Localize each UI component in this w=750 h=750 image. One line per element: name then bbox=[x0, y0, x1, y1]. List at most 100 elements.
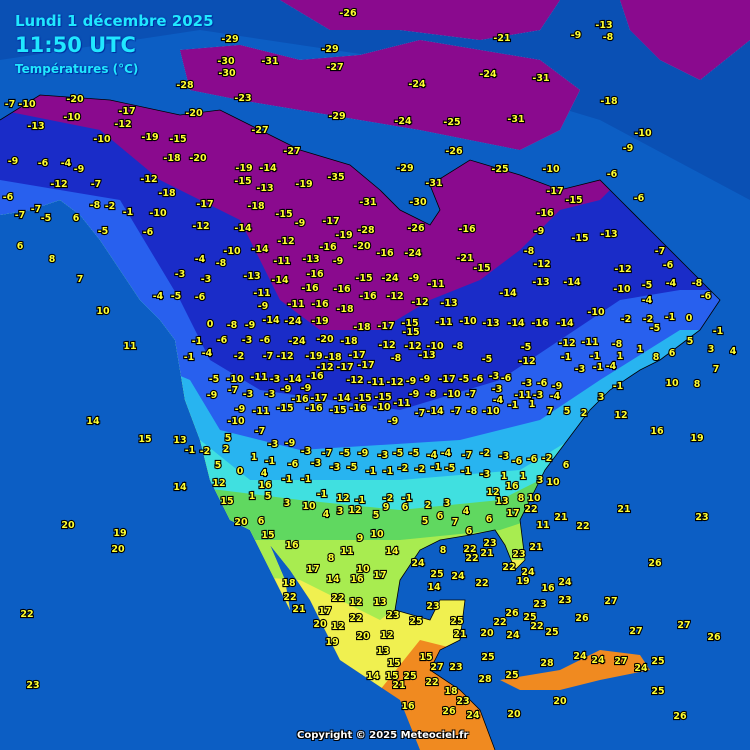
station-temperature: 25 bbox=[523, 612, 536, 623]
station-temperature: 16 bbox=[541, 583, 555, 594]
station-temperature: -1 bbox=[265, 456, 276, 467]
station-temperature: -1 bbox=[301, 474, 312, 485]
station-temperature: -3 bbox=[301, 446, 312, 457]
station-temperature: -8 bbox=[391, 353, 402, 364]
station-temperature: 20 bbox=[61, 520, 75, 531]
station-temperature: -13 bbox=[302, 254, 319, 265]
station-temperature: 14 bbox=[366, 671, 380, 682]
station-temperature: 4 bbox=[463, 506, 470, 517]
station-temperature: -5 bbox=[445, 463, 456, 474]
station-temperature: -30 bbox=[409, 197, 427, 208]
station-temperature: -9 bbox=[285, 438, 296, 449]
station-temperature: 24 bbox=[466, 710, 480, 721]
station-temperature: -19 bbox=[311, 316, 328, 327]
station-temperature: -16 bbox=[376, 248, 394, 259]
station-temperature: -17 bbox=[546, 186, 563, 197]
station-temperature: 9 bbox=[383, 502, 390, 513]
station-temperature: -12 bbox=[277, 236, 294, 247]
station-temperature: 11 bbox=[536, 520, 549, 531]
station-temperature: -3 bbox=[265, 389, 276, 400]
station-temperature: -11 bbox=[253, 288, 270, 299]
station-temperature: -17 bbox=[348, 350, 365, 361]
station-temperature: -10 bbox=[587, 307, 605, 318]
station-temperature: -4 bbox=[427, 450, 438, 461]
station-temperature: 22 bbox=[502, 562, 515, 573]
station-temperature: -3 bbox=[311, 458, 322, 469]
station-temperature: 25 bbox=[430, 569, 443, 580]
station-temperature: -21 bbox=[456, 253, 473, 264]
station-temperature: -8 bbox=[467, 406, 478, 417]
station-temperature: -18 bbox=[336, 304, 354, 315]
station-temperature: 0 bbox=[207, 319, 214, 330]
station-temperature: -6 bbox=[663, 260, 674, 271]
station-temperature: -35 bbox=[327, 172, 344, 183]
station-temperature: -6 bbox=[260, 335, 271, 346]
station-temperature: 24 bbox=[521, 567, 535, 578]
station-temperature: 24 bbox=[591, 655, 605, 666]
station-temperature: 3 bbox=[598, 392, 605, 403]
station-temperature: -1 bbox=[123, 207, 134, 218]
station-temperature: -6 bbox=[634, 193, 645, 204]
station-temperature: -10 bbox=[149, 208, 167, 219]
station-temperature: -10 bbox=[223, 246, 241, 257]
station-temperature: -1 bbox=[593, 362, 604, 373]
station-temperature: 4 bbox=[730, 346, 737, 357]
station-temperature: -9 bbox=[333, 256, 344, 267]
station-temperature: -17 bbox=[336, 362, 353, 373]
station-temperature: -12 bbox=[50, 179, 67, 190]
station-temperature: -18 bbox=[158, 188, 176, 199]
station-temperature: -9 bbox=[235, 404, 246, 415]
station-temperature: -16 bbox=[311, 299, 329, 310]
station-temperature: 27 bbox=[614, 656, 627, 667]
station-temperature: 5 bbox=[687, 336, 694, 347]
station-temperature: -4 bbox=[195, 254, 206, 265]
station-temperature: -3 bbox=[489, 371, 500, 382]
station-temperature: 3 bbox=[284, 498, 291, 509]
station-temperature: 21 bbox=[453, 629, 466, 640]
station-temperature: 3 bbox=[708, 344, 715, 355]
station-temperature: -15 bbox=[234, 176, 251, 187]
station-temperature: -6 bbox=[217, 335, 228, 346]
station-temperature: -4 bbox=[666, 278, 677, 289]
station-temperature: -9 bbox=[295, 218, 306, 229]
station-temperature: -11 bbox=[273, 256, 290, 267]
station-temperature: 15 bbox=[387, 658, 400, 669]
station-temperature: 25 bbox=[651, 656, 664, 667]
station-temperature: 23 bbox=[426, 601, 439, 612]
station-temperature: 5 bbox=[422, 516, 429, 527]
station-temperature: -12 bbox=[192, 221, 209, 232]
station-temperature: -3 bbox=[243, 389, 254, 400]
station-temperature: -10 bbox=[227, 416, 245, 427]
station-temperature: -3 bbox=[533, 390, 544, 401]
arctic-ocean bbox=[0, 0, 750, 200]
station-temperature: 14 bbox=[326, 574, 340, 585]
station-temperature: -31 bbox=[425, 178, 442, 189]
station-temperature: 16 bbox=[285, 540, 299, 551]
station-temperature: 22 bbox=[463, 544, 476, 555]
station-temperature: -5 bbox=[171, 291, 182, 302]
station-temperature: -13 bbox=[482, 318, 499, 329]
station-temperature: 6 bbox=[466, 526, 473, 537]
station-temperature: -12 bbox=[411, 297, 428, 308]
station-temperature: -12 bbox=[114, 119, 131, 130]
station-temperature: -5 bbox=[393, 448, 404, 459]
station-temperature: -19 bbox=[335, 230, 352, 241]
station-temperature: 3 bbox=[537, 475, 544, 486]
station-temperature: 19 bbox=[516, 576, 529, 587]
station-temperature: -2 bbox=[621, 314, 632, 325]
station-temperature: -1 bbox=[185, 445, 196, 456]
station-temperature: 4 bbox=[261, 468, 268, 479]
station-temperature: 0 bbox=[686, 313, 693, 324]
station-temperature: 13 bbox=[373, 597, 386, 608]
station-temperature: -16 bbox=[349, 403, 367, 414]
station-temperature: -4 bbox=[642, 295, 653, 306]
station-temperature: 23 bbox=[558, 595, 571, 606]
station-temperature: -20 bbox=[316, 334, 334, 345]
station-temperature: 15 bbox=[220, 496, 233, 507]
station-temperature: 5 bbox=[225, 433, 232, 444]
station-temperature: -3 bbox=[492, 384, 503, 395]
station-temperature: 22 bbox=[349, 613, 362, 624]
station-temperature: -17 bbox=[377, 321, 394, 332]
station-temperature: -10 bbox=[226, 374, 244, 385]
station-temperature: -7 bbox=[15, 210, 26, 221]
